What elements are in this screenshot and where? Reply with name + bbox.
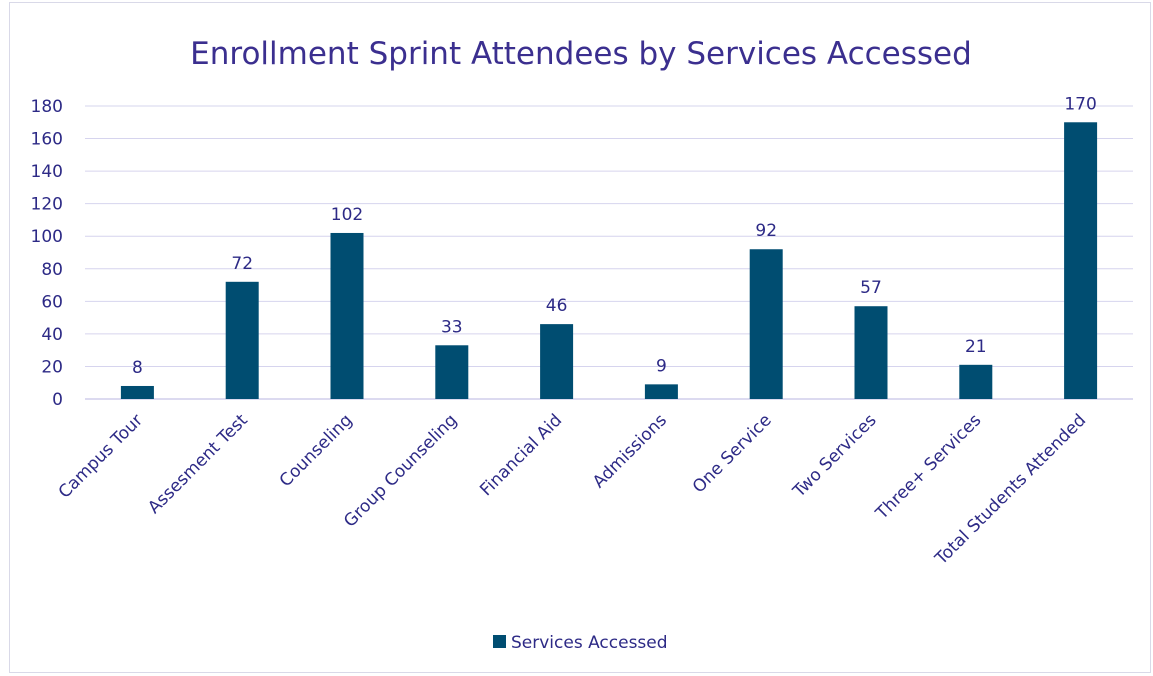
legend-swatch (493, 635, 506, 648)
y-tick-label: 60 (41, 292, 63, 312)
data-label: 33 (441, 317, 463, 337)
legend: Services Accessed (493, 633, 668, 653)
bar (644, 384, 678, 399)
bar-chart: Enrollment Sprint Attendees by Services … (31, 36, 1133, 653)
data-labels: 8 72 102 33 46 9 92 57 21 170 (132, 94, 1097, 378)
bar (749, 249, 783, 399)
bar (435, 345, 469, 399)
bars (120, 122, 1098, 400)
x-tick-label: Assesment Test (144, 410, 252, 518)
data-label: 170 (1064, 94, 1096, 114)
x-tick-label: Counseling (276, 410, 357, 491)
bar (1064, 122, 1098, 400)
y-tick-label: 0 (52, 390, 63, 410)
y-tick-label: 100 (31, 227, 63, 247)
y-axis-tick-labels: 0 20 40 60 80 100 120 140 160 180 (31, 97, 63, 410)
data-label: 102 (331, 205, 363, 225)
data-label: 9 (656, 356, 667, 376)
data-label: 72 (231, 254, 253, 274)
x-tick-label: Campus Tour (55, 410, 147, 502)
bar (959, 364, 993, 399)
chart-title: Enrollment Sprint Attendees by Services … (190, 36, 972, 72)
y-tick-label: 160 (31, 130, 63, 150)
bar (854, 306, 888, 399)
y-tick-label: 40 (41, 325, 63, 345)
x-tick-label: One Service (689, 410, 776, 497)
bar (120, 385, 154, 399)
y-tick-label: 20 (41, 357, 63, 377)
x-tick-label: Financial Aid (476, 410, 566, 500)
data-label: 92 (755, 221, 777, 241)
x-tick-label: Admissions (589, 410, 671, 492)
gridlines (85, 105, 1133, 400)
legend-label: Services Accessed (511, 633, 668, 653)
data-label: 8 (132, 358, 143, 378)
y-tick-label: 120 (31, 195, 63, 215)
y-tick-label: 180 (31, 97, 63, 117)
x-tick-label: Group Counseling (340, 410, 461, 531)
y-tick-label: 140 (31, 162, 63, 182)
bar (225, 281, 259, 399)
data-label: 57 (860, 278, 882, 298)
bar (540, 324, 574, 399)
chart-container: Enrollment Sprint Attendees by Services … (9, 2, 1151, 673)
x-tick-label: Two Services (789, 410, 881, 502)
bar (330, 232, 364, 399)
y-tick-label: 80 (41, 260, 63, 280)
data-label: 46 (546, 296, 568, 316)
x-tick-label: Three+ Services (871, 410, 985, 524)
data-label: 21 (965, 337, 987, 357)
